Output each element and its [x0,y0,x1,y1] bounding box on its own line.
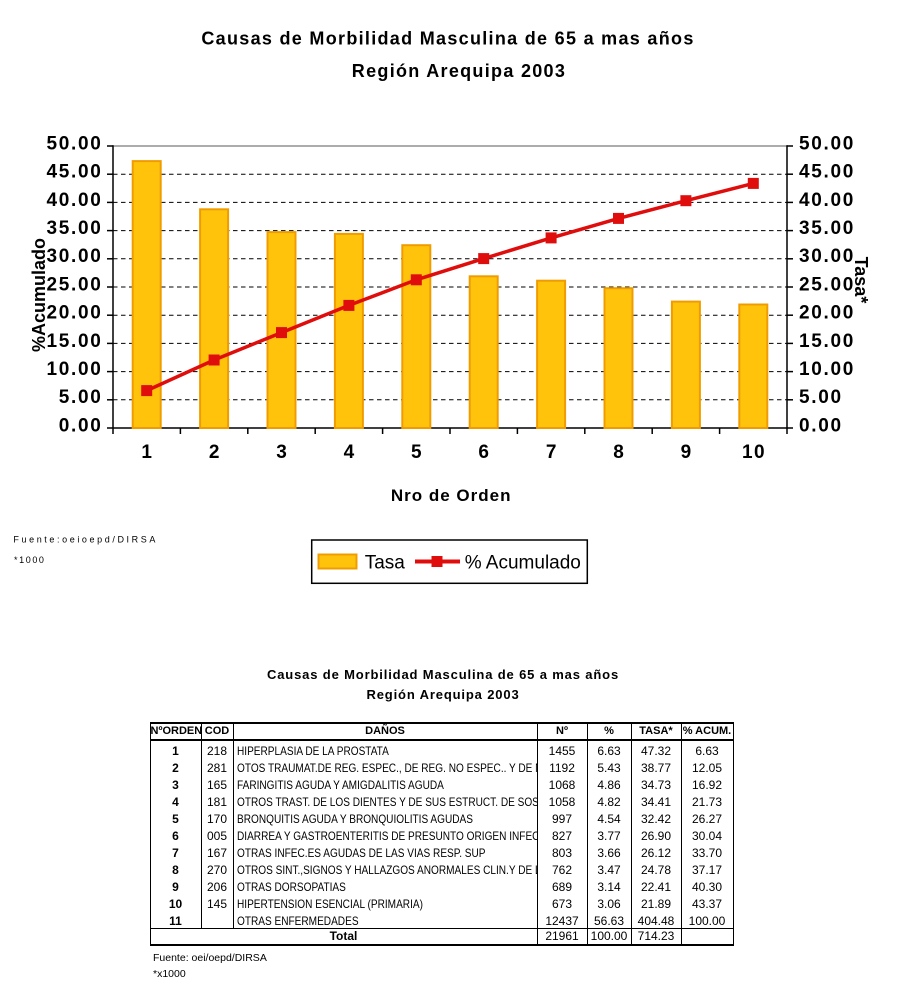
svg-text:6: 6 [478,442,490,463]
svg-text:%Acumulado: %Acumulado [29,238,49,352]
svg-text:35.00: 35.00 [799,218,855,239]
svg-text:10.00: 10.00 [46,359,102,380]
svg-text:5.00: 5.00 [59,387,103,408]
svg-text:2: 2 [209,442,221,463]
svg-text:40.00: 40.00 [46,190,102,211]
svg-text:5: 5 [411,442,423,463]
svg-text:5.00: 5.00 [799,387,843,408]
svg-text:30.00: 30.00 [799,246,855,267]
svg-text:*1000: *1000 [14,555,46,565]
svg-text:40.00: 40.00 [799,190,855,211]
svg-text:10: 10 [742,442,766,463]
svg-text:4: 4 [344,442,356,463]
svg-text:35.00: 35.00 [46,218,102,239]
svg-text:10.00: 10.00 [799,359,855,380]
svg-text:45.00: 45.00 [46,162,102,183]
svg-text:3: 3 [276,442,288,463]
svg-text:Nro de Orden: Nro de Orden [391,486,512,505]
svg-text:Tasa*: Tasa* [851,257,871,304]
svg-text:Causas de Morbilidad Masculina: Causas de Morbilidad Masculina de 65 a m… [201,29,694,49]
svg-text:20.00: 20.00 [46,303,102,324]
svg-text:50.00: 50.00 [46,133,102,154]
svg-text:45.00: 45.00 [799,162,855,183]
svg-text:20.00: 20.00 [799,303,855,324]
svg-text:Región Arequipa 2003: Región Arequipa 2003 [352,61,566,81]
svg-text:15.00: 15.00 [46,331,102,352]
svg-text:15.00: 15.00 [799,331,855,352]
svg-text:Tasa: Tasa [365,552,406,573]
svg-text:7: 7 [546,442,558,463]
svg-text:% Acumulado: % Acumulado [465,552,581,573]
svg-text:0.00: 0.00 [799,415,843,436]
svg-text:0.00: 0.00 [59,415,103,436]
svg-text:1: 1 [141,442,153,463]
svg-text:25.00: 25.00 [799,274,855,295]
svg-text:Fuente:oeioepd/DIRSA: Fuente:oeioepd/DIRSA [13,534,158,544]
svg-text:25.00: 25.00 [46,274,102,295]
svg-text:50.00: 50.00 [799,133,855,154]
svg-text:9: 9 [681,442,693,463]
svg-text:8: 8 [613,442,625,463]
svg-text:30.00: 30.00 [46,246,102,267]
